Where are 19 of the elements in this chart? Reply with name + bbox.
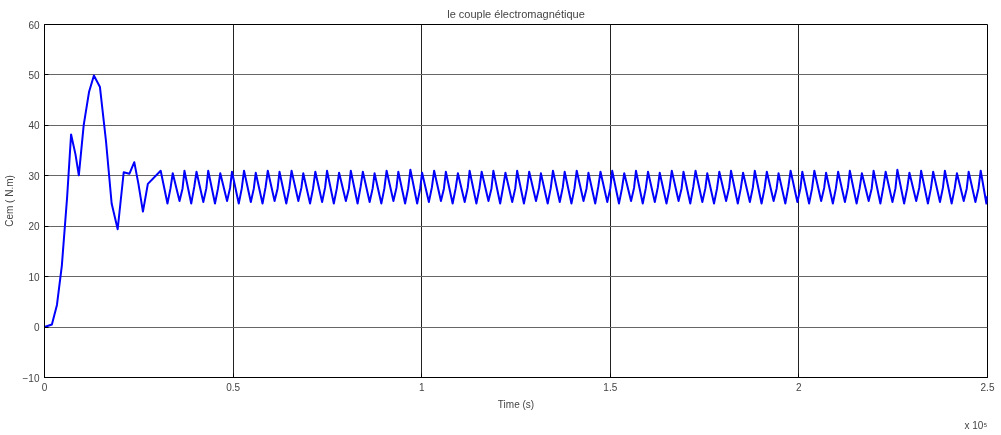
x-tick-label: 0.5 bbox=[226, 381, 241, 393]
y-tick-label: 40 bbox=[28, 120, 40, 132]
x-tick-label: 1 bbox=[418, 381, 425, 393]
y-tick-label: 20 bbox=[28, 221, 40, 233]
y-tick-label: −10 bbox=[22, 372, 40, 384]
x-tick-label: 2.5 bbox=[980, 381, 995, 393]
y-tick-label: 30 bbox=[28, 170, 40, 182]
x-axis-title: Time (s) bbox=[497, 398, 535, 410]
x-tick-label: 0 bbox=[41, 381, 48, 393]
chart-title: le couple électromagnétique bbox=[447, 7, 585, 20]
y-tick-label: 10 bbox=[28, 271, 40, 283]
text: x 10⁵ bbox=[964, 419, 988, 431]
y-axis-title: Cem ( N.m) bbox=[3, 175, 15, 227]
x-tick-label: 2 bbox=[796, 381, 803, 393]
y-tick-label: 60 bbox=[28, 19, 40, 31]
x-tick-label: 1.5 bbox=[603, 381, 618, 393]
y-tick-label: 0 bbox=[33, 322, 40, 334]
line-series bbox=[44, 74, 988, 329]
y-tick-label: 50 bbox=[28, 69, 40, 81]
